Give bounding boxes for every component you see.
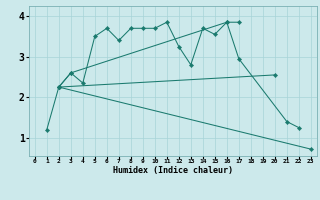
- X-axis label: Humidex (Indice chaleur): Humidex (Indice chaleur): [113, 166, 233, 175]
